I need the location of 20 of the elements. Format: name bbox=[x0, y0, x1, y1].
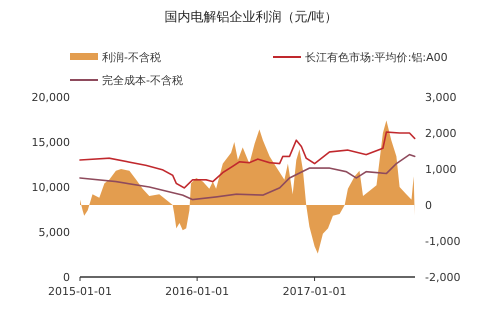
line-series bbox=[79, 154, 416, 200]
y2-tick-label: 1,000 bbox=[425, 163, 456, 176]
line-series bbox=[79, 131, 416, 189]
y-tick-label: 15,000 bbox=[32, 136, 70, 149]
y2-tick-label: 3,000 bbox=[425, 91, 456, 104]
y2-tick-label: 0 bbox=[425, 199, 432, 212]
y2-tick-label: 2,000 bbox=[425, 127, 456, 140]
y-tick-label: 0 bbox=[63, 271, 70, 284]
legend-label: 完全成本-不含税 bbox=[102, 74, 183, 87]
y-tick-label: 5,000 bbox=[38, 226, 70, 239]
y-tick-label: 10,000 bbox=[32, 181, 70, 194]
legend-label: 利润-不含税 bbox=[102, 51, 161, 64]
chart-title: 国内电解铝企业利润（元/吨） bbox=[164, 10, 338, 25]
y-tick-label: 20,000 bbox=[32, 91, 70, 104]
legend-label: 长江有色市场:平均价:铝:A00 bbox=[305, 51, 448, 64]
x-tick-label: 2016-01-01 bbox=[165, 285, 230, 298]
x-tick-label: 2015-01-01 bbox=[48, 285, 112, 298]
y2-tick-label: -2,000 bbox=[425, 271, 460, 284]
y2-tick-label: -1,000 bbox=[425, 235, 460, 248]
x-tick-label: 2017-01-01 bbox=[282, 285, 347, 298]
